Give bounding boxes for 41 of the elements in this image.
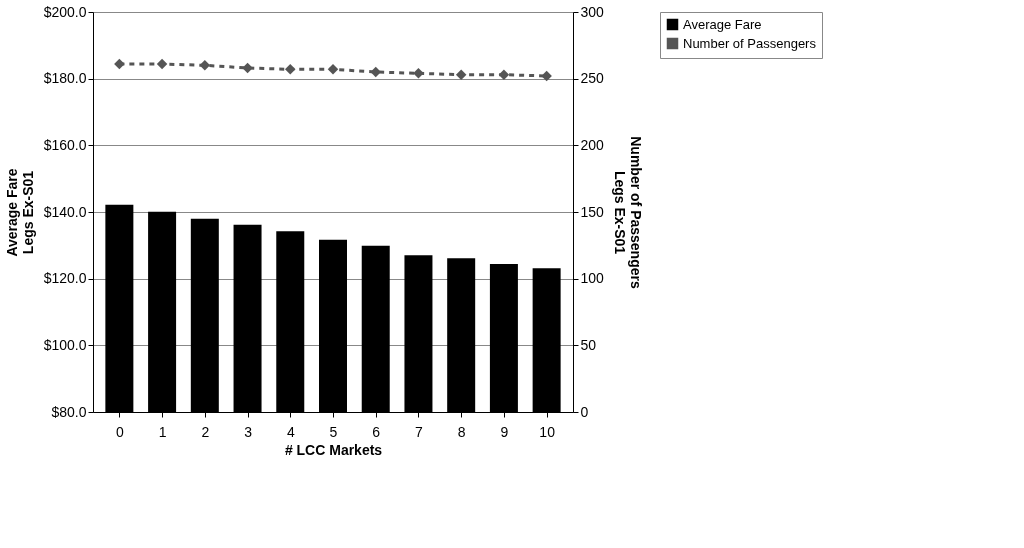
- point: [455, 69, 467, 80]
- x-tick-label: 2: [201, 423, 210, 440]
- y2-tick-label: 0: [580, 403, 589, 420]
- point: [242, 62, 253, 74]
- x-tick-label: 8: [457, 423, 466, 440]
- x-tick-label: 7: [415, 423, 424, 440]
- y2-tick-label: 50: [580, 336, 597, 353]
- y-tick-label: $180.0: [43, 70, 87, 87]
- y-tick-label: $100.0: [43, 336, 87, 353]
- y2-tick-label: 300: [580, 3, 605, 20]
- x-tick-label: 5: [329, 423, 338, 440]
- point: [156, 58, 168, 70]
- x-tick-label: 3: [244, 423, 253, 440]
- y2-tick-label: 100: [580, 270, 605, 287]
- x-tick-label: 1: [158, 423, 167, 440]
- point: [114, 58, 125, 70]
- y-tick-label: $200.0: [43, 3, 87, 20]
- x-tick-label: 9: [500, 423, 509, 440]
- x-tick-label: 0: [115, 423, 124, 440]
- point: [541, 70, 552, 82]
- legend-label: Average Fare: [683, 16, 762, 32]
- y-tick-label: $120.0: [43, 270, 87, 287]
- y-tick-label: $140.0: [43, 203, 87, 220]
- y-tick-label: $80.0: [51, 403, 87, 420]
- y-tick-label: $160.0: [43, 136, 87, 153]
- x-tick-label: 6: [372, 423, 381, 440]
- point: [199, 60, 211, 71]
- y-axis-title: Average Fare Legs Ex-S01: [3, 168, 36, 257]
- point: [370, 66, 381, 78]
- legend-label: Number of Passengers: [683, 35, 817, 51]
- point: [285, 64, 296, 75]
- y2-tick-label: 150: [580, 203, 605, 220]
- point: [498, 69, 510, 80]
- x-tick-label: 10: [539, 423, 556, 440]
- y2-tick-label: 250: [580, 70, 605, 87]
- x-axis-title: # LCC Markets: [284, 441, 383, 458]
- x-tick-label: 4: [286, 423, 295, 440]
- point: [327, 64, 339, 75]
- y2-axis-title: Number of Passengers Legs Ex-S01: [611, 136, 644, 289]
- y2-tick-label: 200: [580, 136, 605, 153]
- point: [413, 68, 424, 79]
